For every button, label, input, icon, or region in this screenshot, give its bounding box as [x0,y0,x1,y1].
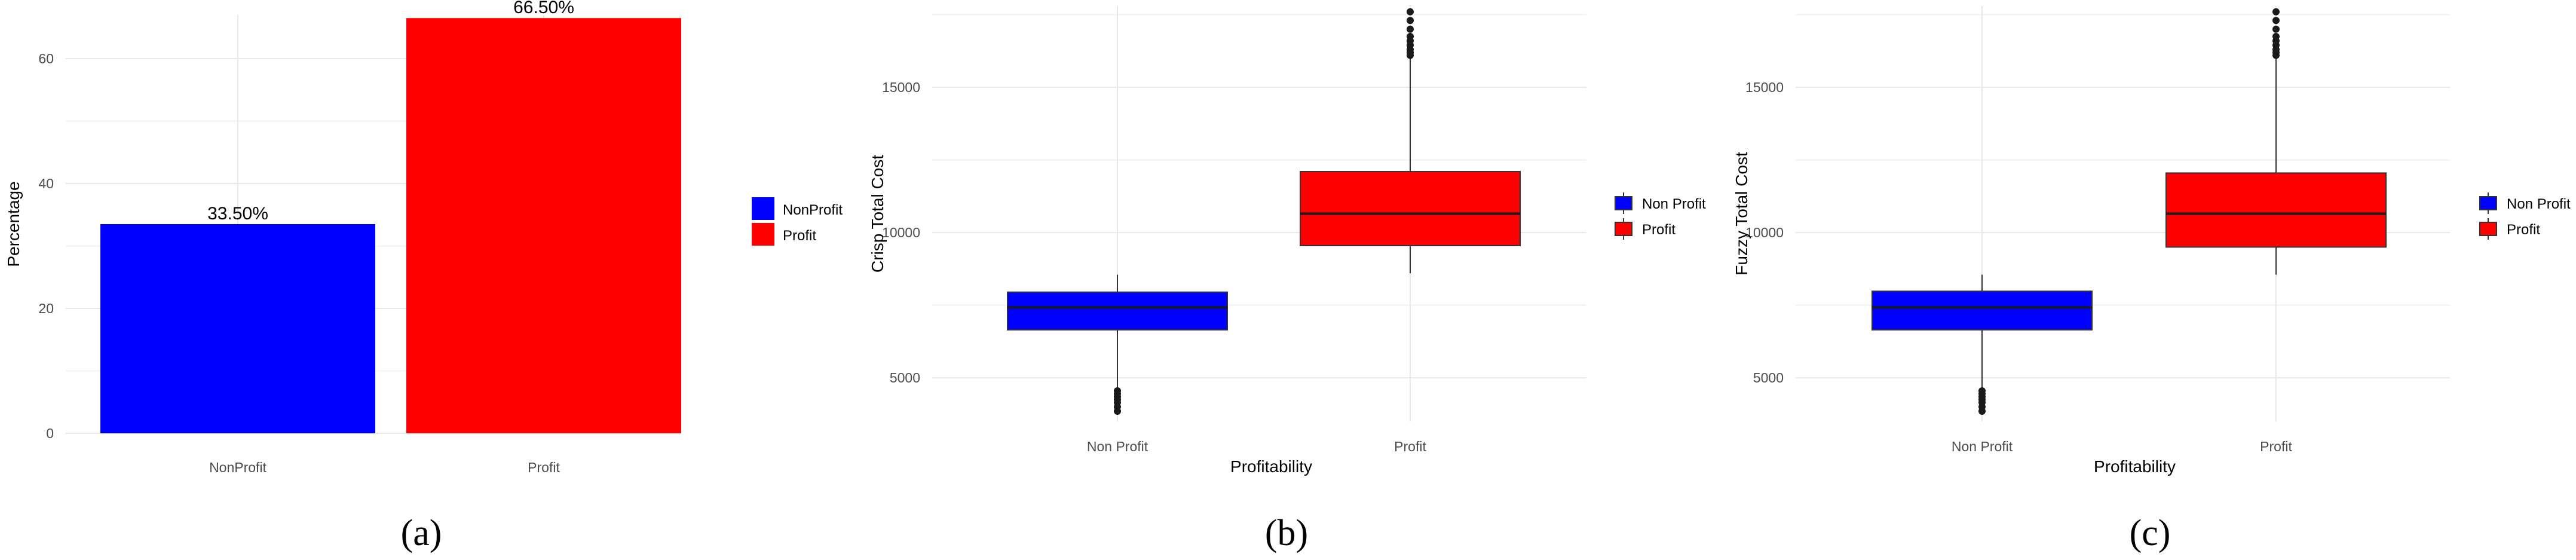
bar-data-label: 33.50% [207,204,268,224]
panel-a-percentage-bar-chart: 0 20 40 60 NonProfit Profit 33.50% 66.50% Percen… [4,0,843,553]
outlier-point [1407,17,1414,25]
y-tick-label: 15000 [882,79,920,95]
box-profit [1300,171,1521,246]
outlier-point [1114,387,1121,394]
y-axis-title: Fuzzy Total Cost [1732,152,1751,276]
x-tick-label: Non Profit [1087,439,1148,454]
legend-swatch [2479,196,2497,210]
outlier-point [2272,25,2280,33]
outlier-point [2272,17,2280,25]
legend-swatch [1615,222,1632,236]
y-tick-label: 0 [46,426,54,441]
legend-swatch [2479,222,2497,236]
x-tick-label: Profit [528,460,560,475]
legend-label: Profit [2507,222,2540,238]
legend-label: Non Profit [1642,196,1706,212]
x-tick-label: Profit [1394,439,1426,454]
y-tick-label: 60 [38,51,54,66]
legend-swatch [752,197,774,220]
bar-data-label: 66.50% [513,0,574,17]
x-axis-title: Profitability [1230,457,1312,476]
panel-c-fuzzy-total-cost-boxplot: 5000 10000 15000 Non Profit Profit Fuzzy Tota… [1732,6,2571,553]
legend-swatch [752,223,774,246]
y-tick-label: 5000 [890,370,920,385]
box-non-profit [1007,291,1228,331]
panel-caption: (a) [401,513,442,553]
y-tick-label: 10000 [882,225,920,240]
x-tick-label: Non Profit [1952,439,2013,454]
y-axis-title: Percentage [4,181,23,267]
legend-label: Non Profit [2507,196,2571,212]
bar-profit [406,18,681,434]
panel-caption: (b) [1265,513,1308,553]
box-non-profit [1871,290,2093,331]
outlier-point [1407,8,1414,16]
x-tick-label: Profit [2260,439,2292,454]
legend-swatch [1615,196,1632,210]
outlier-point [1407,25,1414,33]
legend-label: Profit [1642,222,1676,238]
bar-nonprofit [100,224,375,433]
outlier-point [2272,33,2280,41]
y-tick-label: 40 [38,176,54,191]
outlier-point [1407,33,1414,41]
panel-caption: (c) [2130,513,2171,553]
y-tick-label: 15000 [1745,79,1784,95]
legend-label: Profit [783,228,816,244]
y-tick-label: 5000 [1753,370,1784,385]
y-tick-label: 20 [38,301,54,316]
outlier-point [2272,8,2280,16]
y-tick-label: 10000 [1745,225,1784,240]
y-axis-title: Crisp Total Cost [868,155,887,273]
x-tick-label: NonProfit [209,460,267,475]
x-axis-title: Profitability [2094,457,2176,476]
panel-b-crisp-total-cost-boxplot: 5000 10000 15000 Non Profit Profit Crisp Tota… [868,6,1706,553]
legend-label: NonProfit [783,202,843,218]
box-profit [2165,172,2387,248]
outlier-point [1978,387,1986,394]
